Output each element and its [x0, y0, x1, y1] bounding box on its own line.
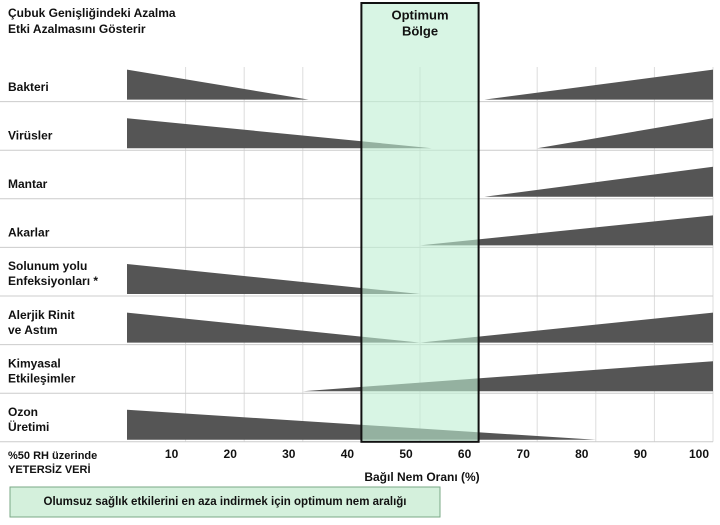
decrease-wedge	[127, 69, 309, 100]
zone-label: Optimum	[391, 7, 448, 22]
row-label: Akarlar	[8, 226, 50, 240]
zone-label: Bölge	[402, 23, 438, 38]
legend-text: Olumsuz sağlık etkilerini en aza indirme…	[44, 496, 407, 508]
decrease-wedge	[127, 118, 432, 149]
x-tick-label: 40	[341, 447, 355, 461]
optimum-zone	[360, 2, 480, 443]
row-label: Solunum yolu	[8, 259, 87, 273]
decrease-wedge	[127, 264, 420, 294]
footnote: %50 RH üzerinde	[8, 450, 97, 462]
x-tick-label: 60	[458, 447, 472, 461]
x-tick-label: 90	[634, 447, 648, 461]
x-tick-label: 10	[165, 447, 179, 461]
row-label: ve Astım	[8, 323, 58, 337]
increase-wedge	[302, 361, 713, 392]
x-tick-label: 70	[517, 447, 531, 461]
increase-wedge	[420, 312, 713, 343]
x-tick-label: 30	[282, 447, 296, 461]
x-axis-label: Bağıl Nem Oranı (%)	[364, 470, 479, 484]
legend-box	[9, 486, 441, 518]
row-label: Üretimi	[8, 419, 49, 434]
x-tick-label: 50	[399, 447, 413, 461]
decrease-wedge	[127, 312, 420, 343]
x-tick-label: 80	[575, 447, 589, 461]
row-label: Etkileşimler	[8, 371, 76, 385]
row-label: Alerjik Rinit	[8, 308, 75, 322]
increase-wedge	[484, 166, 713, 197]
row-label: Virüsler	[8, 128, 53, 142]
row-label: Enfeksiyonları *	[8, 274, 98, 288]
x-tick-label: 20	[224, 447, 238, 461]
increase-wedge	[420, 215, 713, 246]
row-label: Ozon	[8, 405, 38, 419]
increase-wedge	[484, 69, 713, 100]
row-label: Mantar	[8, 177, 48, 191]
x-tick-label: 100	[689, 447, 709, 461]
increase-wedge	[537, 118, 713, 149]
footnote: YETERSİZ VERİ	[8, 463, 91, 476]
row-label: Bakteri	[8, 80, 49, 94]
chart-title: Çubuk Genişliğindeki Azalma	[8, 6, 176, 20]
chart-title: Etki Azalmasını Gösterir	[8, 22, 146, 36]
row-label: Kimyasal	[8, 356, 61, 370]
